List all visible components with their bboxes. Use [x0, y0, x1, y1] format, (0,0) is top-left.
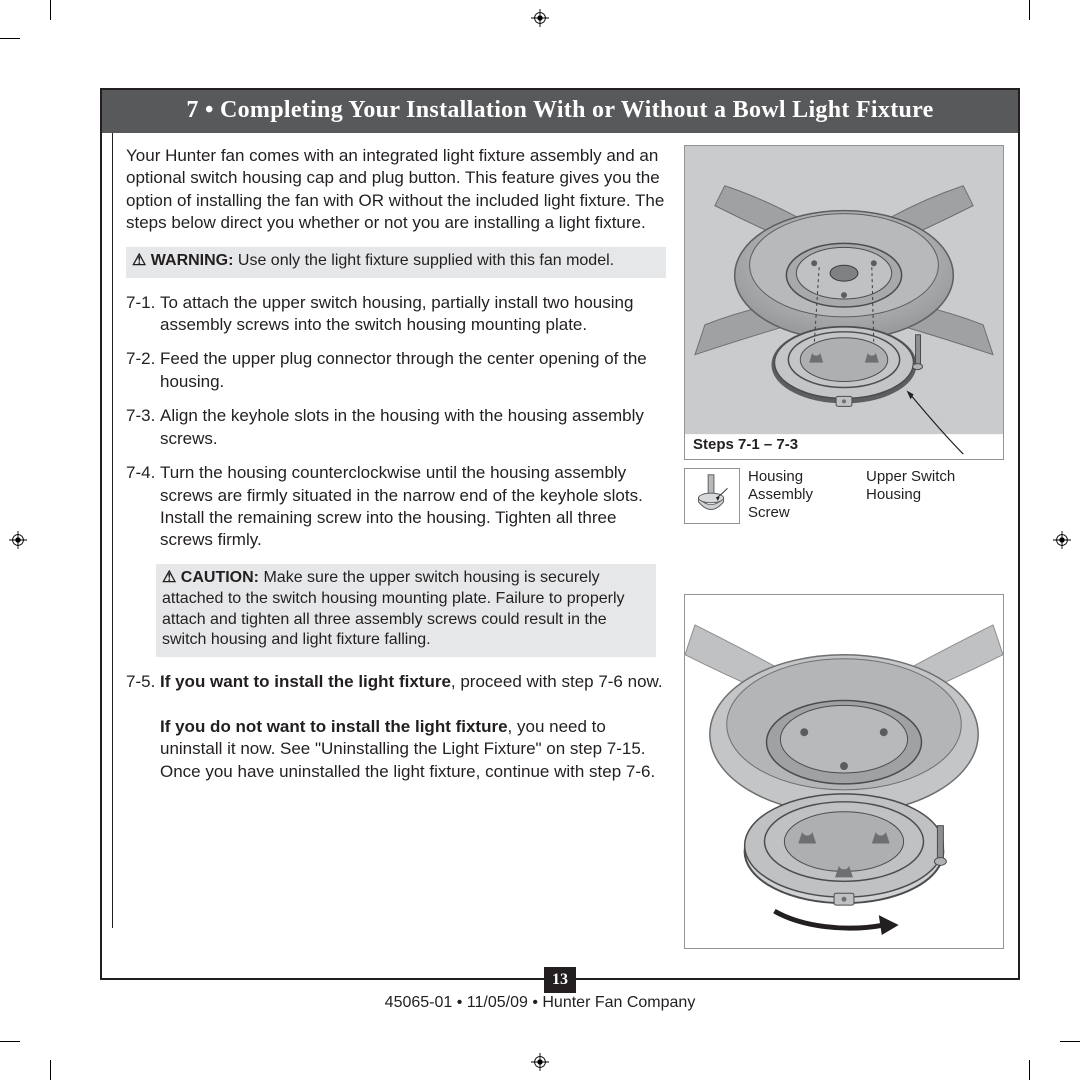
- crop-mark: [0, 38, 20, 39]
- step-text: Feed the upper plug connector through th…: [160, 348, 666, 393]
- step-list: 7-1.To attach the upper switch housing, …: [126, 292, 666, 552]
- caution-box: ⚠ CAUTION: Make sure the upper switch ho…: [156, 564, 656, 657]
- step-list-2: 7-5. If you want to install the light fi…: [126, 671, 666, 783]
- crop-mark: [50, 0, 51, 20]
- registration-mark-icon: [531, 1053, 549, 1071]
- screw-icon: [685, 469, 739, 523]
- footer-text: 45065-01 • 11/05/09 • Hunter Fan Company: [0, 994, 1080, 1012]
- warning-label: WARNING:: [151, 252, 234, 269]
- step-item: 7-3.Align the keyhole slots in the housi…: [126, 405, 666, 450]
- screw-detail-box: [684, 468, 740, 524]
- step-number: 7-3.: [126, 405, 160, 450]
- warning-text: Use only the light fixture supplied with…: [233, 252, 614, 269]
- crop-mark: [1060, 1041, 1080, 1042]
- warning-box: ⚠ WARNING: Use only the light fixture su…: [126, 247, 666, 278]
- section-title: 7 • Completing Your Installation With or…: [102, 90, 1018, 133]
- text-column: Your Hunter fan comes with an integrated…: [126, 145, 666, 964]
- figure-column: Steps 7-1 – 7-3 Housing Assembly Screw U…: [684, 145, 1004, 964]
- crop-mark: [0, 1041, 20, 1042]
- step-number: 7-5.: [126, 671, 160, 783]
- callout-label-housing: Upper Switch Housing: [866, 468, 956, 504]
- registration-mark-icon: [9, 531, 27, 549]
- inner-rule: [112, 133, 113, 928]
- step75-bold2: If you do not want to install the light …: [160, 717, 508, 736]
- crop-mark: [50, 1060, 51, 1080]
- figure-1: Steps 7-1 – 7-3: [684, 145, 1004, 460]
- caution-label: CAUTION:: [181, 569, 259, 586]
- step-item: 7-4.Turn the housing counterclockwise un…: [126, 462, 666, 552]
- figure-caption: Steps 7-1 – 7-3: [693, 436, 798, 453]
- fan-assembly-illustration: [685, 146, 1003, 459]
- step-item: 7-2.Feed the upper plug connector throug…: [126, 348, 666, 393]
- figure-2: [684, 594, 1004, 949]
- housing-rotate-illustration: [685, 595, 1003, 948]
- step75-bold1: If you want to install the light fixture: [160, 672, 451, 691]
- caution-icon: ⚠: [162, 569, 181, 586]
- warning-icon: ⚠: [132, 252, 151, 269]
- step-text: If you want to install the light fixture…: [160, 671, 666, 783]
- page-frame: 7 • Completing Your Installation With or…: [100, 88, 1020, 980]
- step-number: 7-4.: [126, 462, 160, 552]
- step-number: 7-2.: [126, 348, 160, 393]
- callout-row: Housing Assembly Screw Upper Switch Hous…: [684, 468, 1004, 524]
- crop-mark: [1029, 0, 1030, 20]
- registration-mark-icon: [531, 9, 549, 27]
- crop-mark: [1029, 1060, 1030, 1080]
- registration-mark-icon: [1053, 531, 1071, 549]
- intro-text: Your Hunter fan comes with an integrated…: [126, 145, 666, 235]
- step-number: 7-1.: [126, 292, 160, 337]
- page-number: 13: [544, 967, 576, 993]
- step-text: Turn the housing counterclockwise until …: [160, 462, 666, 552]
- step-item: 7-5. If you want to install the light fi…: [126, 671, 666, 783]
- step75-tail1: , proceed with step 7-6 now.: [451, 672, 663, 691]
- callout-label-screw: Housing Assembly Screw: [748, 468, 838, 522]
- content-area: Your Hunter fan comes with an integrated…: [126, 145, 1004, 964]
- step-item: 7-1.To attach the upper switch housing, …: [126, 292, 666, 337]
- step-text: Align the keyhole slots in the housing w…: [160, 405, 666, 450]
- step-text: To attach the upper switch housing, part…: [160, 292, 666, 337]
